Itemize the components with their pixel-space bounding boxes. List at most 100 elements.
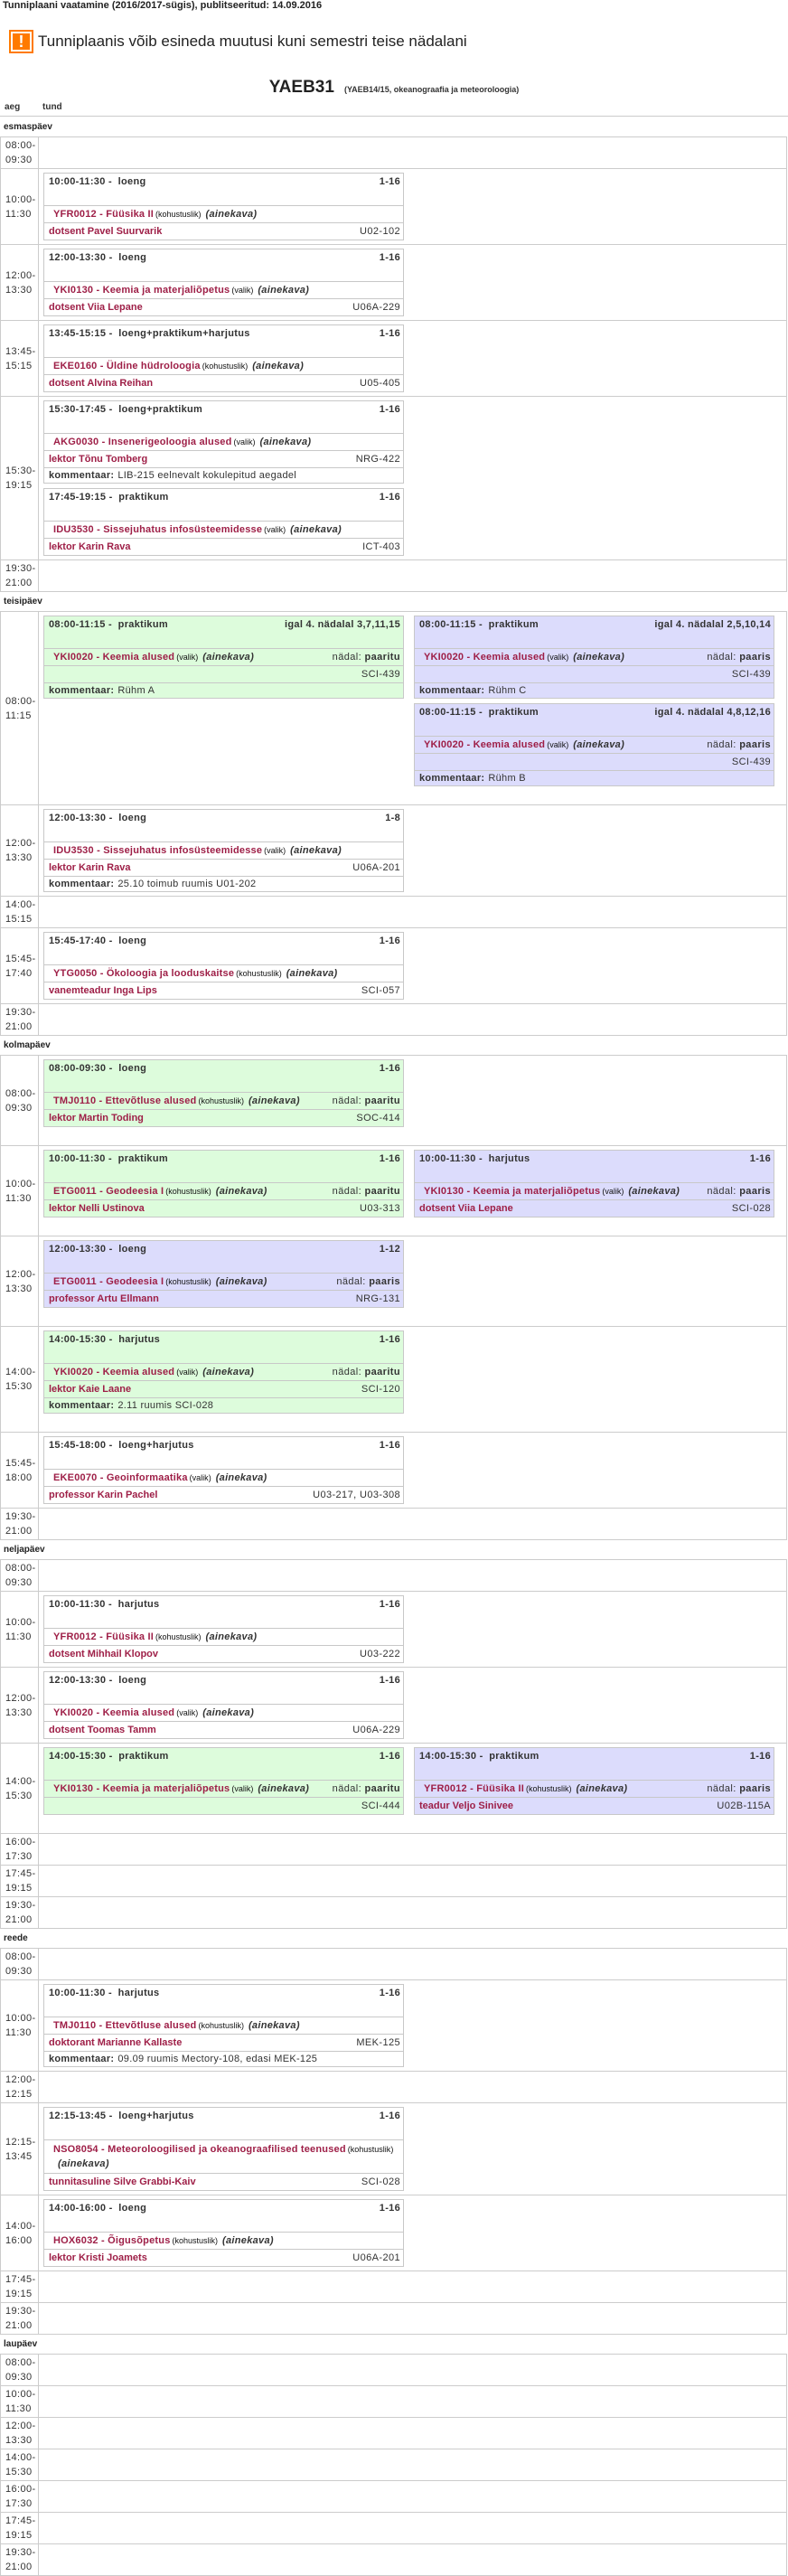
week-parity: nädal: paaris <box>707 652 771 663</box>
syllabus-link[interactable]: (ainekava) <box>215 1276 267 1287</box>
lesson-time: 15:45-17:40 <box>49 935 118 946</box>
syllabus-link[interactable]: (ainekava) <box>248 2020 300 2031</box>
syllabus-link[interactable]: (ainekava) <box>215 1186 267 1197</box>
lesson-comment-row: kommentaar: Rühm B <box>415 770 774 785</box>
course-link[interactable]: TMJ0110 - Ettevõtluse alused <box>53 2020 197 2031</box>
course-link[interactable]: YFR0012 - Füüsika II <box>424 1783 524 1794</box>
page-title: Tunniplaani vaatamine (2016/2017-sügis),… <box>3 0 323 11</box>
syllabus-link[interactable]: (ainekava) <box>202 652 255 663</box>
teacher-link[interactable]: lektor Martin Toding <box>49 1113 144 1123</box>
course-link[interactable]: YKI0020 - Keemia alused <box>424 652 546 663</box>
room: ICT-403 <box>362 541 400 552</box>
course-link[interactable]: EKE0160 - Üldine hüdroloogia <box>53 361 201 371</box>
teacher-link[interactable]: lektor Kaie Laane <box>49 1384 132 1395</box>
teacher-link[interactable]: vanemteadur Inga Lips <box>49 985 157 996</box>
syllabus-link[interactable]: (ainekava) <box>286 968 338 979</box>
syllabus-link[interactable]: (ainekava) <box>205 209 258 220</box>
course-link[interactable]: YKI0130 - Keemia ja materjaliõpetus <box>424 1186 601 1197</box>
comment-text: 09.09 ruumis Mectory-108, edasi MEK-125 <box>117 2054 318 2064</box>
week-parity-value: paaris <box>739 1783 771 1794</box>
lesson-type: harjutus <box>117 1988 160 1998</box>
syllabus-link[interactable]: (ainekava) <box>573 652 625 663</box>
syllabus-link[interactable]: (ainekava) <box>215 1472 267 1483</box>
teacher-link[interactable]: lektor Tõnu Tomberg <box>49 454 148 465</box>
slot-lessons: 12:15-13:45loeng+harjutus 1-16 NSO8054 -… <box>39 2103 786 2195</box>
syllabus-link[interactable]: (ainekava) <box>205 1631 258 1642</box>
syllabus-link[interactable]: (ainekava) <box>290 524 342 535</box>
course-link[interactable]: YKI0020 - Keemia alused <box>53 1707 175 1718</box>
syllabus-link[interactable]: (ainekava) <box>58 2158 109 2169</box>
lesson-header: 10:00-11:30harjutus 1-16 <box>415 1151 774 1182</box>
course-link[interactable]: YFR0012 - Füüsika II <box>53 209 154 220</box>
course-link[interactable]: TMJ0110 - Ettevõtluse alused <box>53 1095 197 1106</box>
teacher-link[interactable]: lektor Karin Rava <box>49 541 131 552</box>
course-link[interactable]: ETG0011 - Geodeesia I <box>53 1276 164 1287</box>
week-label: nädal: <box>332 1095 362 1106</box>
syllabus-link[interactable]: (ainekava) <box>202 1367 255 1377</box>
syllabus-link[interactable]: (ainekava) <box>290 845 342 856</box>
teacher-link[interactable]: dotsent Pavel Suurvarik <box>49 226 163 237</box>
teacher-link[interactable]: dotsent Viia Lepane <box>49 302 143 313</box>
course-link[interactable]: ETG0011 - Geodeesia I <box>53 1186 164 1197</box>
lesson-course-row: EKE0160 - Üldine hüdroloogiakohustuslik(… <box>44 357 403 374</box>
syllabus-link[interactable]: (ainekava) <box>576 1783 628 1794</box>
syllabus-link[interactable]: (ainekava) <box>202 1707 255 1718</box>
teacher-link[interactable]: professor Artu Ellmann <box>49 1293 159 1304</box>
lesson-column: 12:00-13:30loeng 1-16 YKI0130 - Keemia j… <box>43 249 404 316</box>
course-link[interactable]: YKI0020 - Keemia alused <box>53 652 175 663</box>
lesson-time: 13:45-15:15 <box>49 328 118 339</box>
course-link[interactable]: IDU3530 - Sissejuhatus infosüsteemidesse <box>53 524 263 535</box>
lesson-course-row: YFR0012 - Füüsika IIkohustuslik (ainekava… <box>415 1780 774 1797</box>
teacher-link[interactable]: dotsent Viia Lepane <box>419 1203 513 1214</box>
course-link[interactable]: YKI0130 - Keemia ja materjaliõpetus <box>53 1783 230 1794</box>
teacher-link[interactable]: doktorant Marianne Kallaste <box>49 2037 183 2048</box>
lesson-header: 10:00-11:30harjutus 1-16 <box>44 1985 403 2017</box>
slot-time: 15:30-19:15 <box>1 397 39 559</box>
slot-time: 10:00-11:30 <box>1 2386 39 2417</box>
course-link[interactable]: YKI0020 - Keemia alused <box>53 1367 175 1377</box>
syllabus-link[interactable]: (ainekava) <box>628 1186 680 1197</box>
teacher-link[interactable]: dotsent Mihhail Klopov <box>49 1649 158 1659</box>
course-link[interactable]: AKG0030 - Insenerigeoloogia alused <box>53 437 232 447</box>
slot-time: 13:45-15:15 <box>1 321 39 396</box>
teacher-link[interactable]: lektor Karin Rava <box>49 862 131 873</box>
room: U02-102 <box>360 226 400 237</box>
time-slot-row: 14:00-15:30 14:00-15:30praktikum 1-16 YK… <box>1 1743 786 1833</box>
syllabus-link[interactable]: (ainekava) <box>258 1783 310 1794</box>
lesson-card: 08:00-09:30loeng 1-16 TMJ0110 - Ettevõtl… <box>43 1059 404 1127</box>
time-slot-row: 17:45-19:15 <box>1 2270 786 2302</box>
course-link[interactable]: IDU3530 - Sissejuhatus infosüsteemidesse <box>53 845 263 856</box>
lesson-type: loeng+praktikum <box>118 404 203 415</box>
course-link[interactable]: EKE0070 - Geoinformaatika <box>53 1472 188 1483</box>
teacher-link[interactable]: professor Karin Pachel <box>49 1490 158 1500</box>
syllabus-link[interactable]: (ainekava) <box>222 2235 274 2246</box>
room: MEK-125 <box>356 2037 400 2048</box>
slot-time: 15:45-17:40 <box>1 928 39 1003</box>
teacher-link[interactable]: dotsent Toomas Tamm <box>49 1725 156 1735</box>
course-link[interactable]: YKI0020 - Keemia alused <box>424 739 546 750</box>
lesson-teacher-row: lektor Karin Rava ICT-403 <box>44 538 403 555</box>
lesson-card: 10:00-11:30harjutus 1-16 TMJ0110 - Ettev… <box>43 1984 404 2067</box>
teacher-link[interactable]: tunnitasuline Silve Grabbi-Kaiv <box>49 2176 196 2187</box>
teacher-link[interactable]: lektor Kristi Joamets <box>49 2252 147 2263</box>
syllabus-link[interactable]: (ainekava) <box>248 1095 300 1106</box>
syllabus-link[interactable]: (ainekava) <box>252 361 305 371</box>
week-label: nädal: <box>332 1186 362 1197</box>
comment-label: kommentaar: <box>49 685 115 696</box>
course-link[interactable]: YTG0050 - Ökoloogia ja looduskaitse <box>53 968 235 979</box>
lesson-column: 12:00-13:30loeng 1-12 ETG0011 - Geodeesi… <box>43 1240 404 1308</box>
syllabus-link[interactable]: (ainekava) <box>258 285 310 296</box>
teacher-link[interactable]: lektor Nelli Ustinova <box>49 1203 145 1214</box>
course-link[interactable]: HOX6032 - Õigusõpetus <box>53 2235 171 2246</box>
slot-lessons: 14:00-15:30harjutus 1-16 YKI0020 - Keemi… <box>39 1327 786 1432</box>
syllabus-link[interactable]: (ainekava) <box>259 437 312 447</box>
teacher-link[interactable]: teadur Veljo Sinivee <box>419 1800 513 1811</box>
exclamation-icon: ! <box>9 30 33 53</box>
course-link[interactable]: YKI0130 - Keemia ja materjaliõpetus <box>53 285 230 296</box>
course-link[interactable]: NSO8054 - Meteoroloogilised ja okeanogra… <box>53 2144 346 2155</box>
syllabus-link[interactable]: (ainekava) <box>573 739 625 750</box>
teacher-link[interactable]: dotsent Alvina Reihan <box>49 378 154 389</box>
slot-time: 19:30-21:00 <box>1 1004 39 1035</box>
lesson-teacher-row: dotsent Alvina Reihan U05-405 <box>44 374 403 391</box>
course-link[interactable]: YFR0012 - Füüsika II <box>53 1631 154 1642</box>
